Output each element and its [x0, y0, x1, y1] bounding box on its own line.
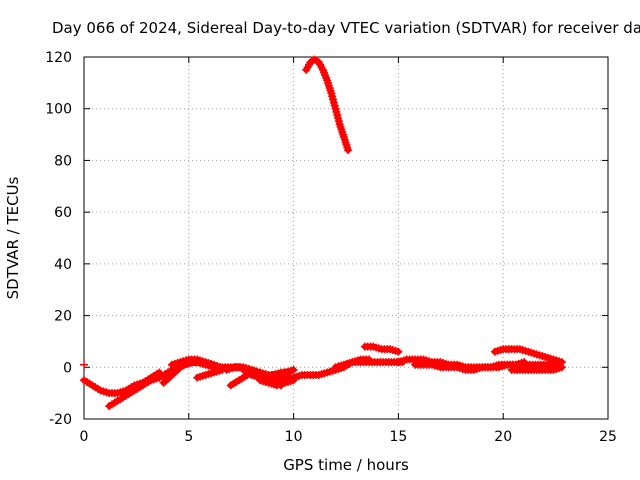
- data-point-marker: [520, 358, 529, 367]
- y-axis-label: SDTVAR / TECUs: [4, 176, 22, 299]
- grid-layer: [84, 57, 608, 419]
- data-point-marker: [80, 360, 88, 369]
- y-tick-label: 120: [45, 50, 72, 66]
- series-trace-17: [411, 358, 529, 374]
- series-trace-13: [302, 55, 353, 155]
- series-trace-15: [360, 342, 403, 356]
- x-tick-label: 15: [389, 429, 407, 445]
- series-trace-19: [507, 363, 566, 374]
- x-axis-label: GPS time / hours: [283, 456, 409, 474]
- series-trace-11: [256, 376, 298, 390]
- data-point-marker: [394, 347, 403, 356]
- x-tick-label: 5: [184, 429, 193, 445]
- y-tick-label: 0: [63, 360, 72, 376]
- data-point-marker: [557, 363, 566, 372]
- y-tick-label: 40: [54, 257, 72, 273]
- y-tick-label: 20: [54, 309, 72, 325]
- data-point-marker: [289, 376, 298, 385]
- y-tick-label: -20: [49, 412, 72, 428]
- data-layer: [80, 55, 566, 411]
- plot-frame: [83, 56, 609, 420]
- data-point-marker: [289, 365, 298, 374]
- data-point-marker: [344, 146, 353, 155]
- series-trace-12: [268, 368, 294, 380]
- y-tick-label: 100: [45, 102, 72, 118]
- chart-title: Day 066 of 2024, Sidereal Day-to-day VTE…: [52, 19, 640, 37]
- data-point-marker: [285, 368, 294, 377]
- series-trace-18: [490, 345, 566, 367]
- series-trace-20: [80, 360, 88, 369]
- y-tick-label: 80: [54, 153, 72, 169]
- tick-layer: 0 5 10 15 20 25 -20 0 20 40 60 80 100 120: [45, 50, 617, 445]
- series-trace-5: [193, 365, 227, 382]
- x-tick-label: 0: [80, 429, 89, 445]
- x-tick-label: 20: [494, 429, 512, 445]
- y-tick-label: 60: [54, 205, 72, 221]
- x-tick-label: 10: [285, 429, 303, 445]
- x-tick-label: 25: [599, 429, 617, 445]
